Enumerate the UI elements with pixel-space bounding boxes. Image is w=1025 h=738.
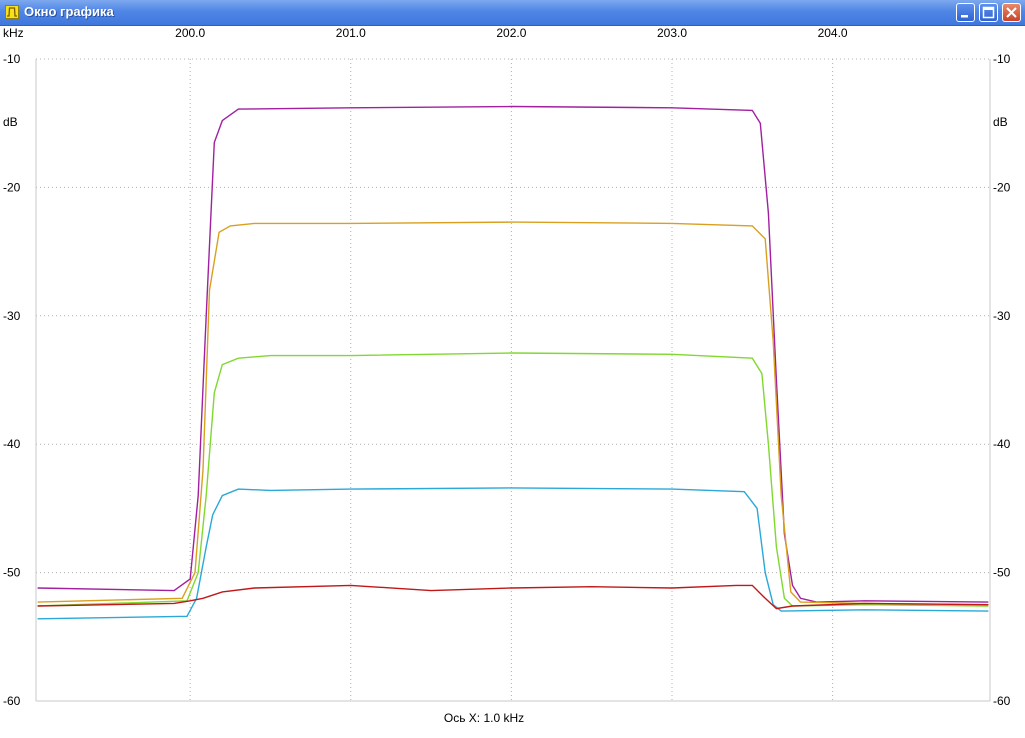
close-button[interactable] [1002,3,1021,22]
y-tick-label-right: -20 [993,180,1011,194]
series-line [37,221,989,606]
y-tick-label-right: -40 [993,437,1011,451]
minimize-icon [961,15,968,18]
series-line [37,352,989,607]
x-axis-note: Ось X: 1.0 kHz [444,711,524,725]
y-tick-label-right: -60 [993,694,1011,708]
x-unit-label: kHz [3,26,24,40]
series-line [37,105,989,603]
x-tick-label: 201.0 [336,26,366,40]
maximize-button[interactable] [979,3,998,22]
y-tick-label-left: -50 [3,566,21,580]
y-unit-label-right: dB [993,115,1008,129]
spectrum-plot: 200.0 201.0 202.0 203.0 204.0 -10 -10 -20 -20 -30… [3,26,1011,725]
y-tick-label-left: -60 [3,694,21,708]
y-tick-label-left: -10 [3,52,21,66]
x-tick-label: 204.0 [818,26,848,40]
close-icon [1006,7,1017,18]
chart-app-icon [5,5,19,19]
y-tick-label-left: -20 [3,180,21,194]
x-tick-label: 203.0 [657,26,687,40]
title-bar[interactable]: Окно графика [0,0,1025,26]
window-title: Окно графика [24,4,114,19]
axes: 200.0 201.0 202.0 203.0 204.0 -10 -10 -20 -20 -30… [3,26,1011,708]
maximize-icon [982,6,995,19]
y-tick-label-left: -30 [3,309,21,323]
y-tick-label-right: -30 [993,309,1011,323]
y-tick-label-right: -10 [993,52,1011,66]
series-line [37,584,989,610]
x-tick-label: 200.0 [175,26,205,40]
y-unit-label-left: dB [3,115,18,129]
x-tick-label: 202.0 [496,26,526,40]
series-line [37,487,989,620]
y-tick-label-right: -50 [993,566,1011,580]
series-layer [37,105,989,620]
minimize-button[interactable] [956,3,975,22]
y-tick-label-left: -40 [3,437,21,451]
